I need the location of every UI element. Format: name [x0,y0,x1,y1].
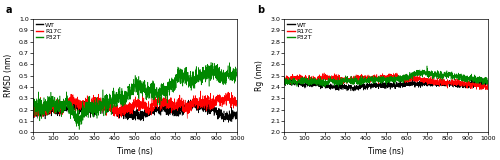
WT [30,113,36,115]
R17C [124,111,130,113]
Line: R17C: R17C [284,73,488,90]
Text: b: b [256,5,264,15]
P32T [281,83,287,85]
WT [485,83,491,85]
WT [380,85,386,87]
P32T [424,65,430,67]
R17C [478,89,484,91]
WT [477,76,483,78]
WT [281,82,287,84]
WT [129,110,135,112]
P32T [190,71,196,73]
R17C [228,107,234,109]
X-axis label: Time (ns): Time (ns) [368,147,404,156]
P32T [442,74,448,76]
P32T [129,94,135,96]
P32T [76,129,82,131]
R17C [380,76,386,77]
WT [375,85,381,87]
P32T [292,80,298,82]
R17C [281,78,287,80]
Line: WT: WT [284,77,488,91]
R17C [442,84,448,86]
P32T [375,78,381,80]
P32T [30,104,36,106]
WT [292,82,298,84]
R17C [292,78,298,80]
Y-axis label: RMSD (nm): RMSD (nm) [4,54,13,97]
WT [192,98,198,100]
Line: P32T: P32T [284,66,488,87]
WT [351,90,357,92]
P32T [234,76,239,78]
R17C [40,114,46,116]
WT [228,117,234,119]
R17C [321,72,327,74]
Line: R17C: R17C [33,91,236,119]
WT [190,102,196,104]
P32T [485,83,491,85]
Legend: WT, R17C, P32T: WT, R17C, P32T [36,22,62,41]
P32T [321,86,327,88]
Legend: WT, R17C, P32T: WT, R17C, P32T [286,22,314,41]
R17C [30,108,36,110]
P32T [480,80,486,81]
R17C [190,102,196,104]
WT [124,112,130,114]
WT [228,113,234,115]
P32T [228,78,234,80]
R17C [228,101,234,103]
R17C [375,77,381,79]
X-axis label: Time (ns): Time (ns) [117,147,152,156]
WT [40,114,46,116]
P32T [380,81,386,83]
R17C [234,100,239,102]
WT [480,83,486,85]
P32T [208,61,214,63]
WT [480,77,486,79]
P32T [480,81,486,83]
P32T [228,77,234,79]
WT [442,83,448,85]
Y-axis label: Rg (nm): Rg (nm) [256,60,264,91]
R17C [480,85,486,87]
WT [226,121,232,123]
R17C [129,103,135,105]
Text: a: a [6,5,12,15]
R17C [480,88,486,90]
Line: WT: WT [33,99,236,122]
R17C [485,85,491,87]
R17C [184,118,190,120]
R17C [198,90,203,92]
P32T [124,101,130,103]
P32T [40,113,46,115]
Line: P32T: P32T [33,62,236,130]
WT [234,113,239,115]
